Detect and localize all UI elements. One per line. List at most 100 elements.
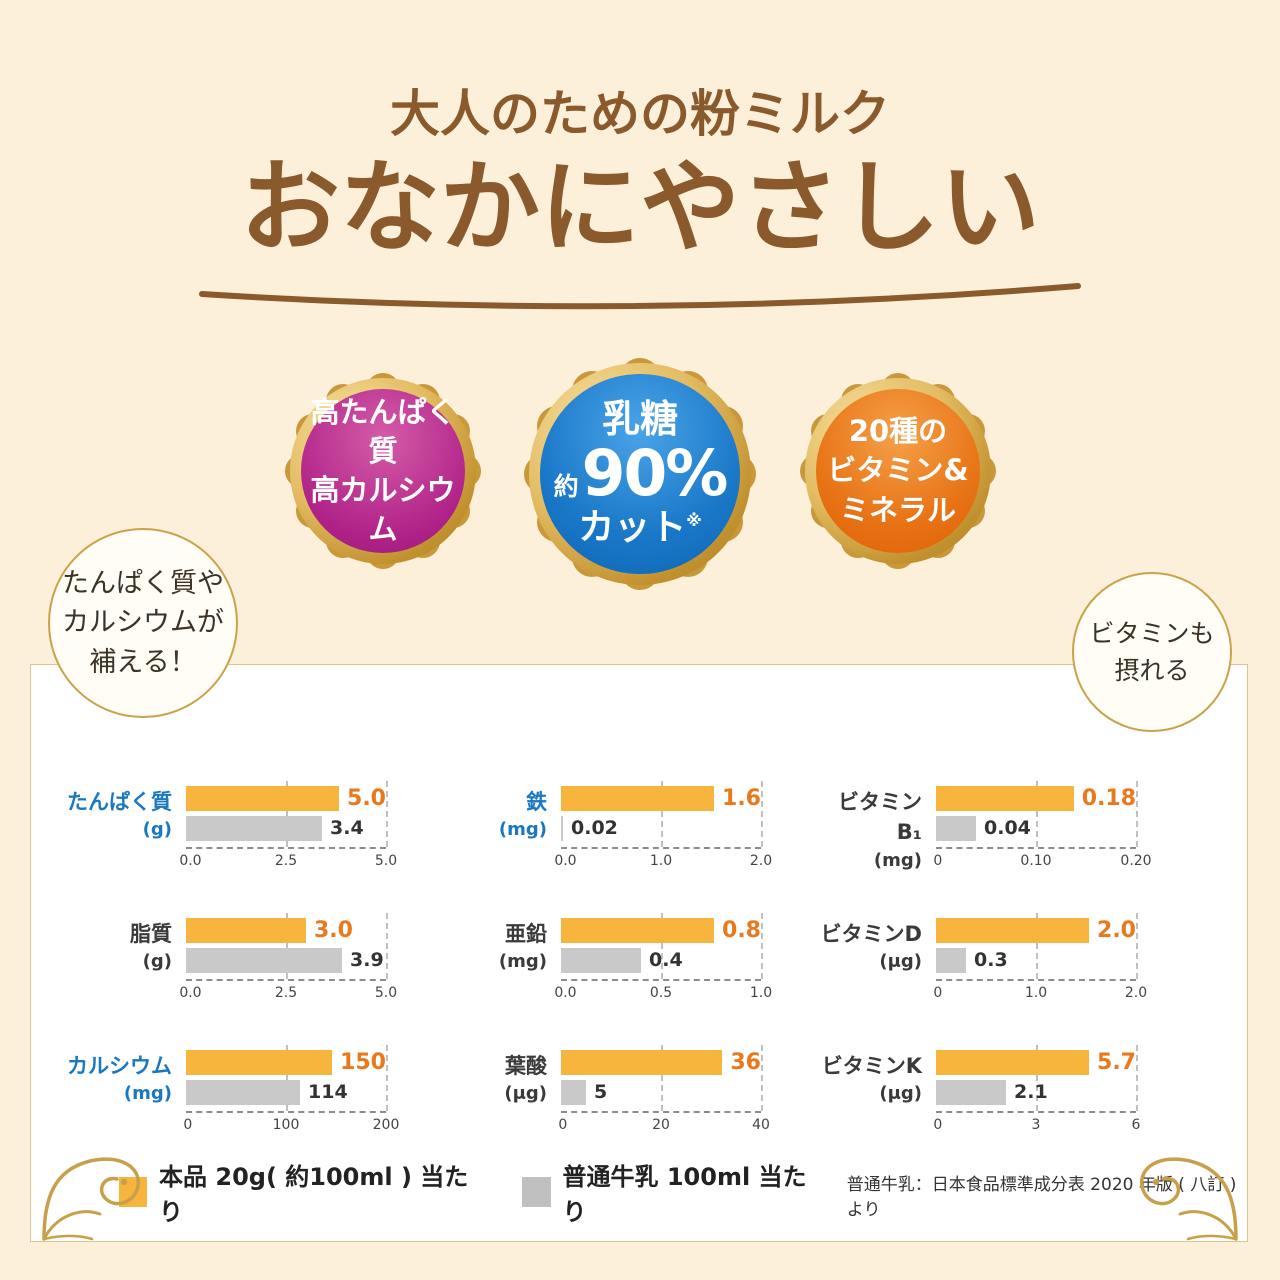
milk-bar: [186, 947, 342, 973]
milk-bar: [561, 815, 563, 841]
milk-value: 3.4: [330, 817, 364, 839]
milk-bar: [936, 815, 976, 841]
nutrient-unit: (mg): [498, 951, 547, 973]
product-bar: [186, 785, 340, 811]
corner-flourish-left: [42, 1157, 140, 1241]
tick-label: 3: [1031, 1117, 1041, 1133]
product-value: 5.0: [347, 785, 386, 811]
callout-text: 補える！: [89, 646, 197, 678]
tick-label: 1.0: [649, 853, 673, 869]
badge-text: 乳糖: [601, 397, 678, 442]
chart-fat: 脂質 (g) 3.0 3.9 0.0: [66, 913, 441, 1007]
tick-label: 2.5: [274, 853, 298, 869]
milk-value: 0.04: [984, 817, 1031, 839]
chart-axis: [186, 979, 386, 981]
badge-face: 20種の ビタミン& ミネラル: [816, 389, 980, 553]
badge-text: ミネラル: [839, 492, 956, 527]
nutrient-unit: (g): [142, 951, 172, 973]
nutrient-name: ビタミンB₁: [838, 790, 922, 845]
chart-zinc: 亜鉛 (mg) 0.8 0.4 0.0: [441, 913, 816, 1007]
tick-label: 0: [933, 1117, 943, 1133]
nutrient-name: ビタミンK: [821, 1054, 922, 1078]
tick-label: 1.0: [1024, 985, 1048, 1001]
product-value: 150: [340, 1049, 386, 1075]
badge-face: 乳糖 約 90% カット※: [540, 374, 740, 574]
gridline: [1136, 913, 1138, 979]
badge-lactose-cut: 乳糖 約 90% カット※: [529, 363, 751, 585]
chart-axis: [561, 1111, 761, 1113]
tick-label: 100: [272, 1117, 300, 1133]
gridline: [386, 913, 388, 979]
tick-label: 0: [933, 985, 943, 1001]
badge-gold-ring: 高たんぱく質 高カルシウム: [290, 378, 476, 564]
chart-label: たんぱく質 (g): [66, 783, 186, 844]
tick-label: 40: [752, 1117, 770, 1133]
badge-approx-text: 約: [553, 472, 579, 502]
chart-label: 脂質 (g): [66, 915, 186, 976]
gridline: [761, 913, 763, 979]
badge-cut-text: カット: [578, 507, 687, 549]
product-value: 0.18: [1081, 785, 1136, 811]
chart-label: 鉄 (mg): [441, 783, 561, 844]
badge-face: 高たんぱく質 高カルシウム: [301, 389, 465, 553]
tick-label: 200: [372, 1117, 400, 1133]
chart-body: 5.0 3.4 0.0 2.5 5.0: [179, 781, 397, 871]
tick-label: 20: [652, 1117, 670, 1133]
tick-label: 0.0: [179, 985, 202, 1001]
gridline: [1036, 781, 1038, 847]
milk-bar-row: 114: [186, 1077, 386, 1107]
gridline: [661, 781, 663, 847]
source-note: 普通牛乳：日本食品標準成分表 2020 年版 ( 八訂 ) より: [846, 1175, 1237, 1220]
chart-ticks: 0.0 0.5 1.0: [554, 981, 772, 1003]
chart-label: ビタミンB₁ (mg): [816, 783, 936, 874]
milk-bar-row: 3.9: [186, 945, 386, 975]
gridline: [1036, 1045, 1038, 1111]
chart-axis: [936, 847, 1136, 849]
legend-swatch-milk: [522, 1177, 551, 1207]
product-bar-row: 1.6: [561, 783, 761, 813]
tick-label: 6: [1131, 1117, 1141, 1133]
product-bar: [936, 785, 1074, 811]
gridline: [661, 1045, 663, 1111]
milk-bar-row: 0.4: [561, 945, 761, 975]
product-bar-row: 0.18: [936, 783, 1136, 813]
product-value: 0.8: [722, 917, 761, 943]
chart-axis: [186, 847, 386, 849]
product-bar: [936, 1049, 1090, 1075]
milk-bar: [936, 947, 966, 973]
chart-vitamin-d: ビタミンD (μg) 2.0 0.3 0: [816, 913, 1191, 1007]
chart-ticks: 0 100 200: [183, 1113, 399, 1135]
nutrient-name: 脂質: [130, 922, 172, 946]
badge-text: 高カルシウム: [310, 473, 456, 547]
chart-axis: [561, 847, 761, 849]
tick-label: 0: [558, 1117, 568, 1133]
nutrient-unit: (mg): [498, 819, 547, 841]
chart-body: 36 5 0 20 40: [558, 1045, 770, 1135]
milk-value: 0.02: [571, 817, 618, 839]
gridline: [1136, 1045, 1138, 1111]
title-underline-swoosh: [199, 283, 1081, 310]
milk-bar: [186, 815, 322, 841]
chart-body: 1.6 0.02 0.0 1.0 2.0: [554, 781, 772, 871]
nutrient-name: カルシウム: [67, 1054, 172, 1078]
legend-label-milk: 普通牛乳 100ml 当たり: [562, 1163, 807, 1226]
product-bar-row: 5.0: [186, 783, 386, 813]
chart-label: ビタミンD (μg): [816, 915, 936, 976]
gridline: [286, 1045, 288, 1111]
tick-label: 0.0: [554, 985, 577, 1001]
page-title: おなかにやさしい: [240, 149, 1040, 266]
chart-folate: 葉酸 (μg) 36 5 0: [441, 1045, 816, 1139]
gridline: [286, 913, 288, 979]
callout-text: たんぱく質や: [62, 568, 224, 600]
chart-axis: [936, 979, 1136, 981]
callout-protein-calcium: たんぱく質や カルシウムが 補える！: [48, 528, 238, 718]
chart-label: 亜鉛 (mg): [441, 915, 561, 976]
nutrient-name: 鉄: [526, 790, 547, 814]
product-bar: [561, 917, 715, 943]
milk-bar-row: 2.1: [936, 1077, 1136, 1107]
milk-bar: [936, 1079, 1006, 1105]
milk-value: 3.9: [350, 949, 384, 971]
chart-calcium: カルシウム (mg) 150 114 0: [66, 1045, 441, 1139]
tick-label: 0.5: [649, 985, 673, 1001]
